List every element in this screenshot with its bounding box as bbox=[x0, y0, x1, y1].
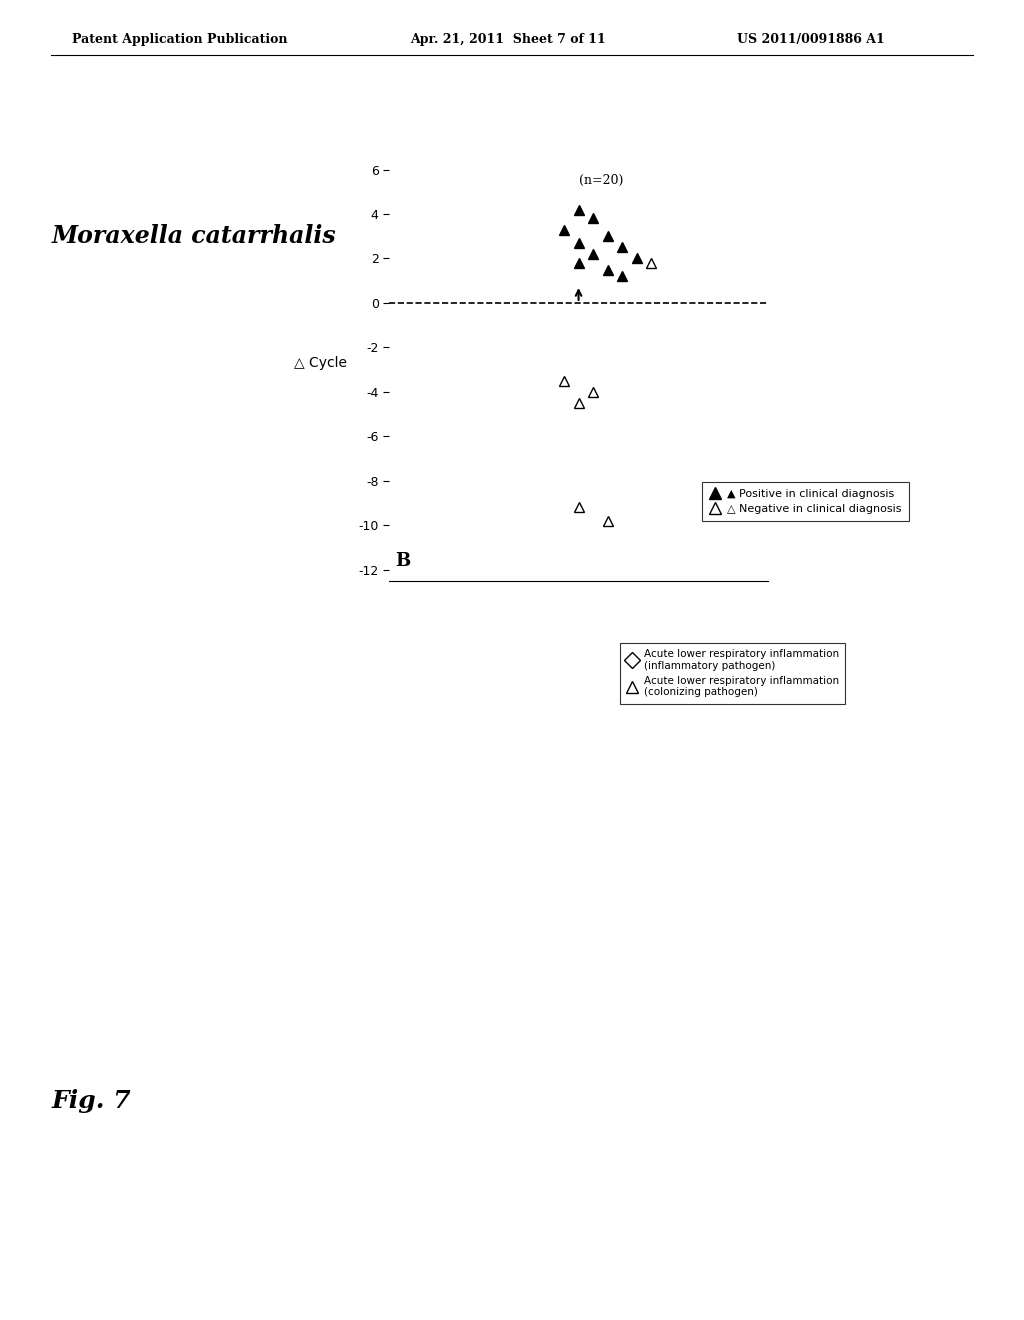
FancyBboxPatch shape bbox=[359, 594, 447, 686]
Text: Fig. 7: Fig. 7 bbox=[51, 1089, 131, 1113]
Text: US 2011/0091886 A1: US 2011/0091886 A1 bbox=[737, 33, 885, 46]
FancyArrowPatch shape bbox=[408, 558, 417, 696]
Text: B: B bbox=[395, 552, 411, 570]
Text: Moraxella catarrhalis: Moraxella catarrhalis bbox=[51, 224, 336, 248]
Text: Apr. 21, 2011  Sheet 7 of 11: Apr. 21, 2011 Sheet 7 of 11 bbox=[410, 33, 605, 46]
Y-axis label: △ Cycle: △ Cycle bbox=[0, 500, 30, 515]
Text: A: A bbox=[80, 734, 93, 752]
Text: (n=20): (n=20) bbox=[579, 174, 623, 187]
Text: Colonizing
state: Colonizing state bbox=[374, 631, 434, 652]
Legend: ▲ Positive in clinical diagnosis, △ Negative in clinical diagnosis: ▲ Positive in clinical diagnosis, △ Nega… bbox=[701, 482, 908, 521]
FancyArrowPatch shape bbox=[408, 329, 417, 445]
FancyBboxPatch shape bbox=[359, 330, 447, 422]
Legend: Acute lower respiratory inflammation
(inflammatory pathogen), Acute lower respir: Acute lower respiratory inflammation (in… bbox=[620, 643, 845, 704]
Text: Inflammatory
state: Inflammatory state bbox=[366, 364, 442, 385]
Y-axis label: △ Cycle: △ Cycle bbox=[294, 355, 347, 370]
Text: Patent Application Publication: Patent Application Publication bbox=[72, 33, 287, 46]
Text: (n=17): (n=17) bbox=[359, 282, 404, 296]
